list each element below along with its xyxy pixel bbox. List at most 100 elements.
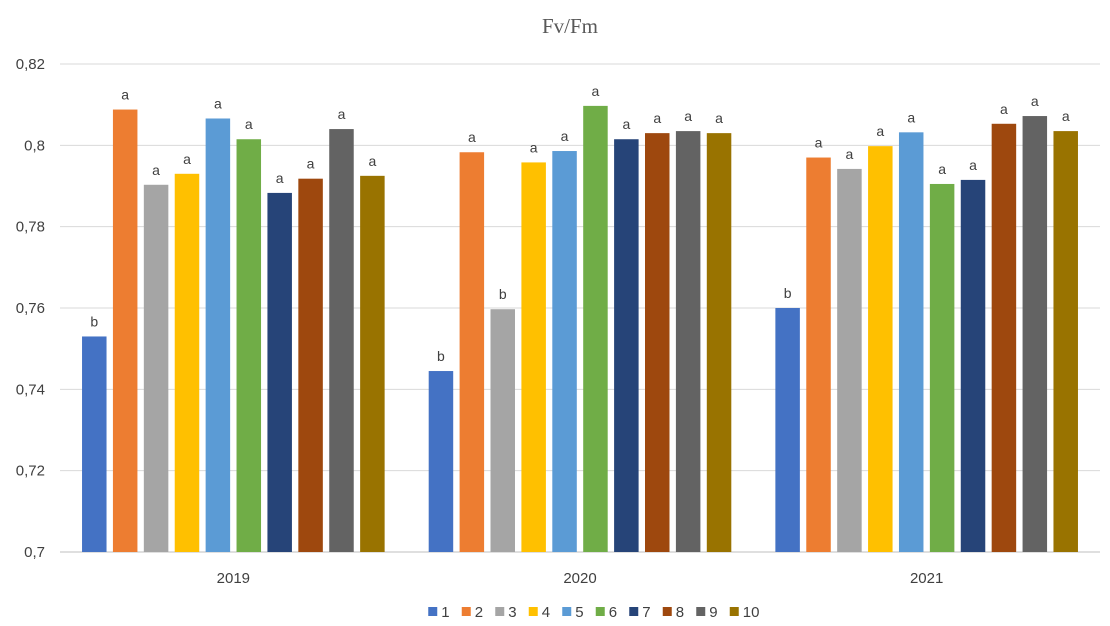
bar-2019-series-5 [205, 118, 231, 552]
bar-2020-series-5 [552, 151, 577, 552]
data-label: a [1000, 101, 1008, 117]
bar-2020-series-10 [706, 133, 732, 552]
data-label: b [499, 286, 507, 302]
y-tick-label: 0,7 [24, 544, 45, 561]
data-labels: b a a a a a a a a a b a b a a a a a a a b a a a a a a a a a [90, 83, 1069, 364]
data-label: a [561, 128, 569, 144]
bar-2021-series-1 [775, 308, 800, 552]
y-tick-label: 0,72 [16, 463, 45, 480]
legend-label: 4 [542, 604, 550, 621]
legend-swatch [428, 607, 438, 616]
data-label: a [592, 83, 600, 99]
data-label: a [338, 106, 346, 122]
legend: 1 2 3 4 5 6 7 8 9 10 [428, 604, 759, 621]
legend-item-3: 3 [495, 604, 517, 621]
bar-2019-series-3 [143, 184, 169, 552]
data-label: a [276, 170, 284, 186]
data-label: a [368, 153, 376, 169]
bar-2019-series-7 [267, 192, 292, 552]
legend-item-5: 5 [562, 604, 584, 621]
legend-label: 7 [642, 604, 650, 621]
bar-2019-series-6 [236, 139, 262, 552]
y-axis: 0,7 0,72 0,74 0,76 0,78 0,8 0,82 [16, 56, 45, 561]
bar-2020-series-9 [675, 131, 701, 552]
y-tick-label: 0,74 [16, 381, 45, 398]
bar-2020-series-3 [490, 309, 515, 552]
x-category-label: 2021 [910, 570, 943, 587]
legend-swatch [461, 607, 471, 616]
legend-label: 2 [475, 604, 483, 621]
bar-2020-series-2 [459, 152, 485, 552]
bar-2020-series-1 [428, 371, 454, 552]
gridlines [60, 63, 1100, 553]
data-label: a [307, 156, 315, 172]
data-label: b [437, 348, 445, 364]
legend-swatch [495, 607, 505, 616]
legend-item-6: 6 [595, 604, 617, 621]
legend-swatch [662, 607, 672, 616]
legend-item-1: 1 [428, 604, 450, 621]
bar-2021-series-9 [1022, 116, 1048, 552]
bar-2019-series-9 [329, 129, 354, 553]
x-category-label: 2020 [563, 570, 596, 587]
legend-swatch [562, 607, 572, 616]
data-label: b [784, 285, 792, 301]
legend-label: 5 [575, 604, 583, 621]
bar-2020-series-8 [645, 133, 670, 552]
data-label: a [815, 135, 823, 151]
data-label: a [1062, 108, 1070, 124]
data-label: a [1031, 93, 1039, 109]
bar-2021-series-10 [1053, 131, 1078, 552]
legend-swatch [528, 607, 538, 616]
data-label: a [938, 161, 946, 177]
legend-label: 8 [676, 604, 684, 621]
data-label: a [876, 123, 884, 139]
y-tick-label: 0,8 [24, 137, 45, 154]
bar-2021-series-6 [929, 183, 955, 552]
bar-2020-series-6 [583, 105, 608, 553]
legend-swatch [595, 607, 605, 616]
data-label: a [183, 151, 191, 167]
data-label: a [846, 146, 854, 162]
legend-item-10: 10 [729, 604, 760, 621]
chart-title: Fv/Fm [542, 14, 598, 38]
bar-2021-series-4 [868, 146, 893, 552]
bar-2021-series-2 [806, 157, 831, 553]
legend-label: 9 [709, 604, 717, 621]
y-tick-label: 0,76 [16, 300, 45, 317]
bars [82, 105, 1078, 553]
x-category-label: 2019 [217, 570, 250, 587]
data-label: a [245, 116, 253, 132]
bar-2019-series-4 [174, 173, 200, 553]
legend-item-7: 7 [629, 604, 651, 621]
bar-2021-series-3 [837, 168, 862, 553]
data-label: a [684, 108, 692, 124]
bar-2019-series-2 [112, 109, 138, 553]
legend-label: 6 [609, 604, 617, 621]
y-tick-label: 0,82 [16, 56, 45, 73]
legend-label: 1 [441, 604, 449, 621]
data-label: a [653, 110, 661, 126]
bar-2021-series-8 [991, 123, 1017, 552]
data-label: a [907, 109, 915, 125]
legend-item-8: 8 [662, 604, 684, 621]
data-label: a [468, 129, 476, 145]
bar-2020-series-4 [521, 162, 546, 552]
data-label: a [121, 87, 129, 103]
data-label: a [715, 110, 723, 126]
data-label: a [214, 95, 222, 111]
legend-swatch [696, 607, 706, 616]
data-label: a [622, 116, 630, 132]
data-label: a [530, 139, 538, 155]
y-tick-label: 0,78 [16, 219, 45, 236]
data-label: a [152, 162, 160, 178]
bar-2021-series-5 [898, 132, 924, 552]
data-label: b [90, 313, 98, 329]
bar-2019-series-10 [360, 175, 385, 553]
legend-item-9: 9 [696, 604, 718, 621]
legend-label: 3 [508, 604, 516, 621]
legend-label: 10 [743, 604, 760, 621]
bar-2021-series-7 [960, 179, 986, 552]
legend-item-4: 4 [528, 604, 550, 621]
